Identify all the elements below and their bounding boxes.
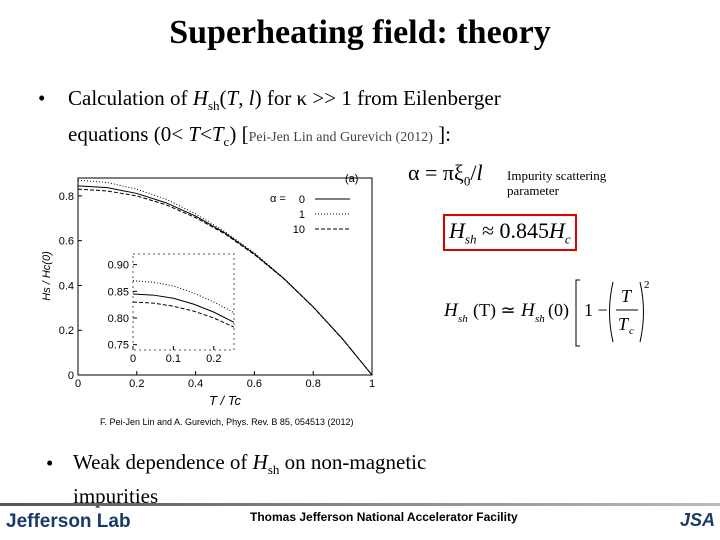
x-tick-label: 0.2 xyxy=(206,353,221,365)
legend-label: 1 xyxy=(299,209,305,221)
text: ]: xyxy=(432,122,451,147)
text: l xyxy=(248,86,255,110)
formula: H sh (T) ≃ H sh (0) 1 − T T c 2 xyxy=(443,279,650,347)
x-tick-label: 0.2 xyxy=(129,378,144,390)
series-line xyxy=(78,188,372,375)
boxed-formula: Hsh ≈ 0.845Hc xyxy=(443,214,577,252)
legend-title: α = xyxy=(270,193,286,205)
text: 2 xyxy=(644,279,650,291)
series-line xyxy=(133,301,234,328)
text: 1 − xyxy=(584,300,608,320)
y-tick-label: 0.75 xyxy=(108,340,129,352)
alpha-definition: α = πξ0/l xyxy=(408,160,483,189)
text: H xyxy=(443,300,459,321)
x-tick-label: 0.1 xyxy=(166,353,181,365)
text: < xyxy=(200,122,212,147)
y-tick-label: 0.90 xyxy=(108,260,129,272)
text: Weak dependence of xyxy=(73,450,253,474)
text: c xyxy=(223,134,230,150)
series-line xyxy=(133,293,234,323)
citation: F. Pei-Jen Lin and A. Gurevich, Phys. Re… xyxy=(100,417,353,427)
legend-label: 10 xyxy=(293,224,305,236)
text: on non-magnetic xyxy=(279,450,427,474)
panel-label: (a) xyxy=(345,173,358,185)
y-tick-label: 0.80 xyxy=(108,313,129,325)
text: α = πξ xyxy=(408,160,464,185)
text: c xyxy=(564,231,571,247)
text: l xyxy=(476,160,483,185)
plot-frame xyxy=(132,253,235,351)
text: equations (0< xyxy=(68,122,189,147)
text: sh xyxy=(464,231,477,247)
slide-title: Superheating field: theory xyxy=(169,14,551,51)
text: (0) xyxy=(548,300,569,321)
text: ( xyxy=(219,86,227,110)
y-tick-label: 0.85 xyxy=(108,286,129,298)
alpha-note: Impurity scattering parameter xyxy=(507,168,607,198)
text: T xyxy=(618,314,630,334)
text: H xyxy=(449,218,465,243)
x-tick-label: 0.8 xyxy=(306,378,321,390)
y-axis-label: Hs / Hc(0) xyxy=(41,251,53,301)
text: Pei-Jen Lin and Gurevich (2012) xyxy=(248,130,433,146)
y-tick-label: 0 xyxy=(68,370,74,382)
bracket xyxy=(575,279,580,347)
bullet-text: Calculation of Hsh(T, l) for κ >> 1 from… xyxy=(68,84,501,156)
y-tick-label: 0.6 xyxy=(59,236,74,248)
bullet: • xyxy=(46,451,54,475)
text: c xyxy=(629,325,634,337)
text: (T) ≃ xyxy=(473,300,516,321)
bullet: • xyxy=(38,86,46,110)
text: ) [ xyxy=(229,122,249,147)
text: T xyxy=(621,286,633,306)
text: sh xyxy=(458,313,468,325)
x-tick-label: 0 xyxy=(130,353,136,365)
x-tick-label: 0.6 xyxy=(247,378,262,390)
y-tick-label: 0.4 xyxy=(59,280,74,292)
y-tick-label: 0.2 xyxy=(59,325,74,337)
footer-rule xyxy=(0,503,720,506)
text: / xyxy=(470,160,477,185)
parens xyxy=(609,281,644,343)
series-line xyxy=(133,280,234,314)
text: H xyxy=(252,450,268,474)
text: sh xyxy=(267,462,280,478)
text: H xyxy=(520,300,536,321)
text: ) for κ >> 1 from Eilenberger xyxy=(254,86,501,110)
text: , xyxy=(238,86,249,110)
logo: Jefferson Lab xyxy=(6,511,131,532)
text: sh xyxy=(535,313,545,325)
text: H xyxy=(192,86,208,110)
text: T xyxy=(188,122,201,147)
y-tick-label: 0.8 xyxy=(59,191,74,203)
legend-label: 0 xyxy=(299,194,305,206)
bullet-text: Weak dependence of Hsh on non-magnetic im… xyxy=(73,449,426,510)
text: T xyxy=(226,86,239,110)
x-tick-label: 1 xyxy=(369,378,375,390)
chart: F. Pei-Jen Lin and A. Gurevich, Phys. Re… xyxy=(41,173,375,427)
footer-text: Thomas Jefferson National Accelerator Fa… xyxy=(250,510,518,524)
x-axis-label: T / Tc xyxy=(209,393,242,408)
x-tick-label: 0 xyxy=(75,378,81,390)
text: T xyxy=(211,122,224,147)
x-tick-label: 0.4 xyxy=(188,378,203,390)
text: 0 xyxy=(463,173,471,189)
text: Calculation of xyxy=(68,86,193,110)
plot-frame xyxy=(77,177,373,376)
text: ≈ 0.845 xyxy=(476,218,550,243)
partner-logo: JSA xyxy=(680,510,716,530)
text: sh xyxy=(207,98,220,114)
text: H xyxy=(549,218,565,243)
